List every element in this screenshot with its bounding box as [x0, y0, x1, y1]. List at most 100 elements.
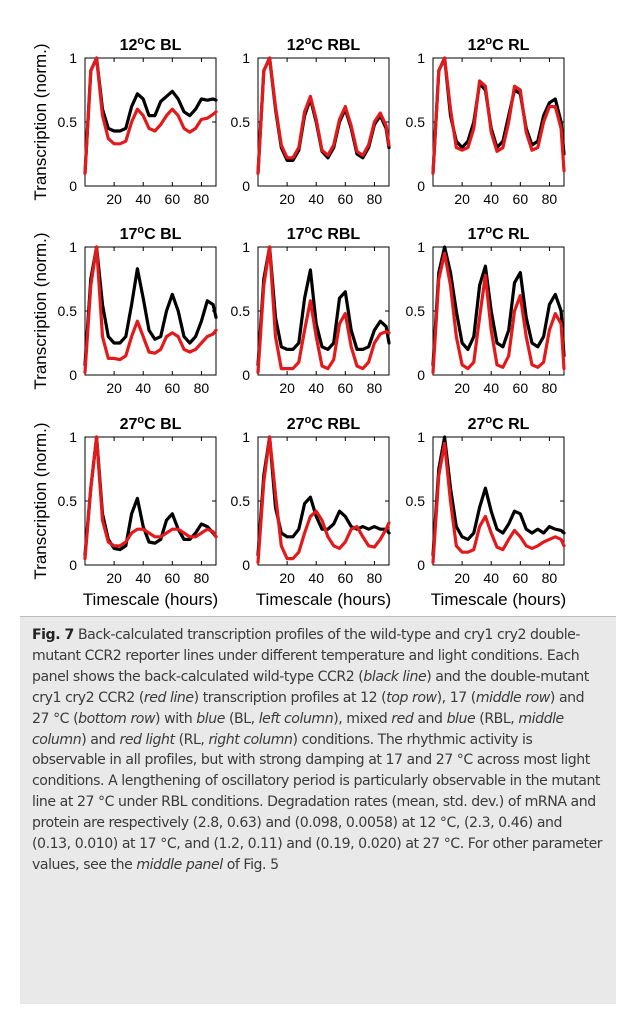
y-tick-label: 0: [417, 367, 425, 383]
y-tick-label: 0: [69, 557, 77, 573]
x-tick-label: 20: [454, 570, 470, 586]
caption-italic-run: middle row: [475, 689, 551, 706]
x-tick-label: 60: [338, 570, 354, 586]
caption-run: of Fig. 5: [222, 856, 279, 873]
panel-title: 27oC BL: [120, 414, 182, 433]
x-tick-label: 80: [367, 570, 383, 586]
caption-run: and: [413, 710, 447, 727]
y-tick-label: 1: [69, 50, 77, 66]
y-tick-label: 0: [69, 178, 77, 194]
y-tick-label: 0: [69, 367, 77, 383]
y-tick-label: 0.5: [406, 303, 426, 319]
wild-type-line: [256, 245, 391, 367]
wild-type-line: [83, 245, 218, 367]
panel-title: 12oC RBL: [287, 35, 361, 54]
x-tick-label: 80: [194, 570, 210, 586]
x-tick-label: 80: [542, 570, 558, 586]
wild-type-line: [431, 435, 566, 557]
y-tick-label: 1: [242, 429, 250, 445]
y-axis-label: Transcription (norm.): [31, 422, 50, 579]
caption-run: ), mixed: [333, 710, 392, 727]
x-tick-label: 20: [279, 191, 295, 207]
double-mutant-line: [431, 441, 566, 565]
wild-type-line: [431, 245, 566, 367]
y-tick-label: 1: [69, 239, 77, 255]
caption-run: ) conditions. The rhythmic activity is o…: [32, 731, 603, 873]
double-mutant-line: [431, 56, 566, 175]
double-mutant-line: [431, 251, 566, 374]
caption-italic-run: red line: [143, 689, 194, 706]
y-tick-label: 1: [417, 50, 425, 66]
x-tick-label: 40: [135, 570, 151, 586]
y-tick-label: 0.5: [231, 303, 251, 319]
y-tick-label: 0.5: [58, 303, 78, 319]
caption-run: (RBL,: [475, 710, 519, 727]
x-tick-label: 40: [483, 380, 499, 396]
x-tick-label: 80: [194, 380, 210, 396]
y-axis-label: Transcription (norm.): [31, 43, 50, 200]
panel-title: 27oC RBL: [287, 414, 361, 433]
figure-label: Fig. 7: [32, 627, 74, 643]
panel-title: 17oC RBL: [287, 224, 361, 243]
panel-title: 17oC RL: [468, 224, 530, 243]
y-tick-label: 0.5: [231, 493, 251, 509]
double-mutant-line: [83, 435, 218, 561]
wild-type-line: [256, 435, 391, 557]
caption-italic-run: left column: [258, 710, 334, 727]
panel-frame: [84, 436, 217, 566]
wild-type-line: [83, 56, 218, 175]
y-tick-label: 1: [242, 50, 250, 66]
x-tick-label: 20: [279, 380, 295, 396]
figure-canvas: 12oC BL 0 0.5 1 20 40 60 80 12oC RBL 0 0.5 1 20 40 60 8…: [31, 35, 566, 609]
figure-caption: Fig. 7 Back-calculated transcription pro…: [20, 616, 616, 1004]
x-tick-label: 20: [106, 570, 122, 586]
x-tick-label: 40: [308, 191, 324, 207]
x-tick-label: 60: [165, 191, 181, 207]
x-tick-label: 80: [542, 380, 558, 396]
y-tick-label: 0: [242, 557, 250, 573]
x-tick-label: 20: [106, 191, 122, 207]
x-tick-label: 60: [165, 380, 181, 396]
caption-run: Back-calculated transcription profiles o…: [32, 627, 581, 685]
double-mutant-line: [83, 245, 218, 374]
y-tick-label: 0.5: [58, 114, 78, 130]
x-tick-label: 40: [308, 570, 324, 586]
caption-italic-run: blue: [446, 710, 476, 727]
x-tick-label: 40: [483, 191, 499, 207]
caption-run: (RL,: [174, 731, 209, 748]
x-tick-label: 40: [483, 570, 499, 586]
x-tick-label: 20: [106, 380, 122, 396]
y-tick-label: 0: [417, 557, 425, 573]
y-axis-label: Transcription (norm.): [31, 232, 50, 389]
caption-run: ) and: [81, 731, 120, 748]
x-axis-label: Timescale (hours): [256, 590, 391, 609]
x-tick-label: 80: [542, 191, 558, 207]
caption-italic-run: black line: [363, 668, 427, 685]
caption-run: (BL,: [224, 710, 259, 727]
caption-run: ) and 27 °C (: [32, 689, 585, 727]
panel-title: 17oC BL: [120, 224, 182, 243]
caption-run: ) transcription profiles at 12 (: [193, 689, 387, 706]
double-mutant-line: [83, 56, 218, 175]
y-tick-label: 1: [417, 429, 425, 445]
x-tick-label: 80: [367, 380, 383, 396]
x-tick-label: 60: [513, 191, 529, 207]
double-mutant-line: [256, 56, 391, 175]
x-axis-label: Timescale (hours): [83, 590, 218, 609]
caption-italic-run: bottom row: [78, 710, 156, 727]
caption-run: ) with: [155, 710, 197, 727]
caption-run: ) and the double-mutant cry1 cry2 CCR2 (: [32, 668, 589, 706]
x-axis-label: Timescale (hours): [431, 590, 566, 609]
caption-text: Back-calculated transcription profiles o…: [32, 627, 603, 873]
caption-italic-run: top row: [386, 689, 437, 706]
y-tick-label: 0.5: [58, 493, 78, 509]
caption-italic-run: right column: [208, 731, 293, 748]
panel-title: 27oC RL: [468, 414, 530, 433]
x-tick-label: 80: [367, 191, 383, 207]
x-tick-label: 80: [194, 191, 210, 207]
x-tick-label: 20: [454, 191, 470, 207]
panel-title: 12oC BL: [120, 35, 182, 54]
x-tick-label: 40: [135, 380, 151, 396]
x-tick-label: 60: [338, 191, 354, 207]
y-tick-label: 0: [242, 367, 250, 383]
